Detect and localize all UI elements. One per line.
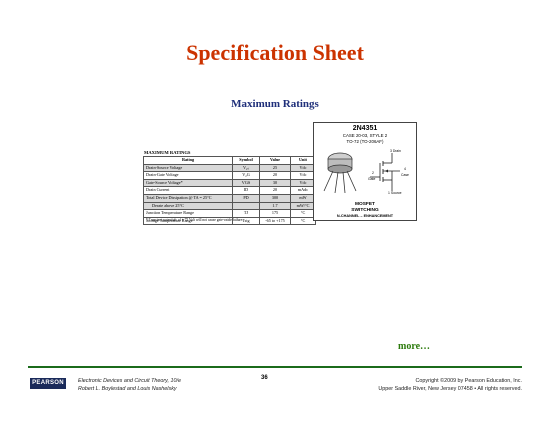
- gate-label: Gate: [368, 177, 376, 181]
- table-row: Drain Current ID 20 mAdc: [143, 186, 316, 195]
- symbol-cell: PD: [232, 193, 260, 203]
- package-panel: 2N4351 CASE 20-03, STYLE 2 TO-72 (TO-206…: [313, 122, 417, 221]
- application-type: SWITCHING: [351, 208, 379, 213]
- table-row: Junction Temperature Range TJ 175 °C: [143, 209, 316, 218]
- ratings-footnote: * Transient potentials of ± 75 Volt will…: [146, 218, 244, 222]
- value-cell: -65 to +175: [259, 216, 291, 226]
- rating-cell: Junction Temperature Range: [143, 209, 233, 218]
- value-cell: 300: [259, 193, 291, 203]
- unit-cell: Vdc: [290, 171, 316, 180]
- page-number: 36: [261, 375, 268, 381]
- case-package: TO-72 (TO-206AF): [346, 139, 384, 144]
- table-row: Drain-Gate Voltage V₂G 20 Vdc: [143, 171, 316, 180]
- col-header-value: Value: [259, 156, 291, 165]
- symbol-cell: V₂ₛ: [232, 163, 260, 173]
- col-header-unit: Unit: [290, 156, 316, 165]
- more-link[interactable]: more…: [398, 341, 431, 352]
- pin-case-number: 4: [404, 167, 406, 171]
- device-type: MOSFET: [355, 202, 375, 207]
- table-row: Total Device Dissipation @ TA = 25°C PD …: [143, 193, 316, 203]
- table-header-row: Rating Symbol Value Unit: [143, 156, 316, 165]
- table-row: Drain-Source Voltage V₂ₛ 25 Vdc: [143, 163, 316, 173]
- value-cell: 25: [259, 163, 291, 173]
- rating-cell: Gate-Source Voltage*: [143, 178, 233, 188]
- case-label: Case: [401, 173, 409, 177]
- pin-gate-number: 2: [372, 171, 374, 175]
- rating-cell: Drain-Gate Voltage: [143, 171, 233, 180]
- slide-subtitle: Maximum Ratings: [231, 98, 319, 110]
- unit-cell: mW/°C: [290, 201, 316, 211]
- book-authors: Robert L. Boylestad and Louis Nashelsky: [78, 386, 177, 392]
- transistor-package-image: [323, 152, 357, 194]
- col-header-rating: Rating: [143, 156, 233, 165]
- drain-label: 3 Drain: [390, 149, 401, 153]
- unit-cell: °C: [290, 209, 316, 218]
- ratings-table-title: MAXIMUM RATINGS: [144, 150, 191, 155]
- case-style: CASE 20-03, STYLE 2: [342, 133, 388, 138]
- unit-cell: Vdc: [290, 163, 316, 173]
- col-header-symbol: Symbol: [232, 156, 260, 165]
- publisher-address: Upper Saddle River, New Jersey 07458 • A…: [378, 386, 522, 392]
- value-cell: 30: [259, 178, 291, 188]
- unit-cell: Vdc: [290, 178, 316, 188]
- value-cell: 175: [259, 209, 291, 218]
- unit-cell: mAdc: [290, 186, 316, 195]
- rating-cell: Total Device Dissipation @ TA = 25°C: [143, 193, 233, 203]
- value-cell: 20: [259, 171, 291, 180]
- copyright-line: Copyright ©2009 by Pearson Education, In…: [415, 378, 522, 384]
- table-row: Derate above 25°C 1.7 mW/°C: [143, 201, 316, 211]
- unit-cell: mW: [290, 193, 316, 203]
- slide-title: Specification Sheet: [186, 40, 364, 65]
- book-title: Electronic Devices and Circuit Theory, 1…: [78, 378, 181, 384]
- table-row: Gate-Source Voltage* VGS 30 Vdc: [143, 178, 316, 188]
- symbol-cell: [232, 201, 260, 211]
- channel-type: N-CHANNEL – ENHANCEMENT: [336, 214, 394, 218]
- rating-cell: Derate above 25°C: [143, 201, 233, 211]
- table-row: Storage Temperature Range Tstg -65 to +1…: [143, 216, 316, 226]
- unit-cell: °C: [290, 216, 316, 226]
- symbol-cell: TJ: [232, 209, 260, 218]
- symbol-cell: VGS: [232, 178, 260, 188]
- mosfet-symbol-icon: [370, 153, 400, 191]
- max-ratings-table: Rating Symbol Value Unit Drain-Source Vo…: [143, 156, 316, 226]
- symbol-cell: ID: [232, 186, 260, 195]
- source-label: 1 Source: [388, 191, 402, 195]
- value-cell: 20: [259, 186, 291, 195]
- pearson-logo: PEARSON: [30, 378, 66, 389]
- part-number: 2N4351: [352, 125, 378, 132]
- footer-divider: [28, 366, 522, 368]
- symbol-cell: V₂G: [232, 171, 260, 180]
- rating-cell: Drain-Source Voltage: [143, 163, 233, 173]
- rating-cell: Drain Current: [143, 186, 233, 195]
- value-cell: 1.7: [259, 201, 291, 211]
